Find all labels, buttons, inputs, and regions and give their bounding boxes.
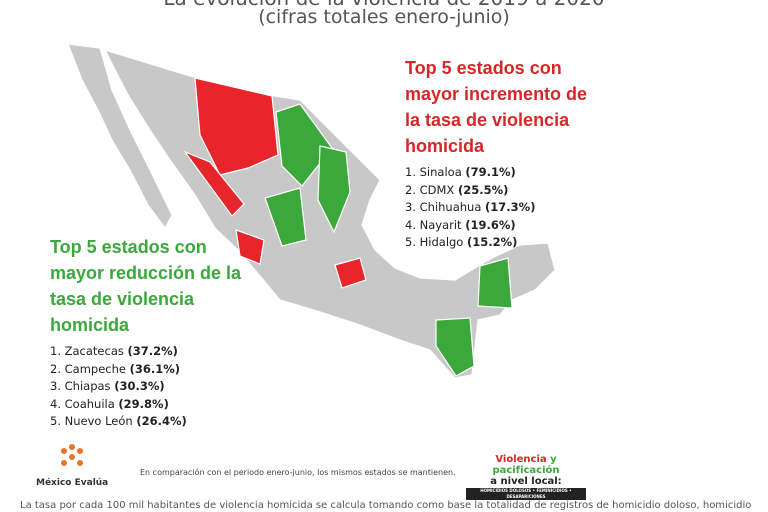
list-item: 4. Coahuila (29.8%) [50, 396, 187, 414]
decrease-heading: Top 5 estados con mayor reducción de la … [50, 237, 242, 335]
pct: (15.2%) [467, 235, 518, 249]
pct: (79.1%) [465, 165, 516, 179]
increase-heading: Top 5 estados con mayor incremento de la… [405, 58, 588, 156]
list-item: 2. Campeche (36.1%) [50, 361, 187, 379]
list-item: 5. Hidalgo (15.2%) [405, 234, 535, 252]
nuevo-leon [317, 145, 351, 234]
pct: (19.6%) [465, 217, 516, 232]
list-item: 3. Chiapas (30.3%) [50, 378, 187, 396]
state: 1. Sinaloa [405, 165, 462, 179]
footnote: En comparación con el periodo enero-juni… [140, 468, 456, 477]
state: 1. Zacatecas [50, 344, 124, 358]
pct: (30.3%) [114, 379, 165, 393]
state: 5. Hidalgo [405, 235, 464, 249]
list-item: 5. Nuevo León (26.4%) [50, 413, 187, 431]
campeche [477, 257, 513, 309]
state: 4. Coahuila [50, 396, 115, 411]
chihuahua [194, 77, 279, 176]
pct: (36.1%) [129, 361, 181, 376]
list-item: 4. Nayarit (19.6%) [405, 217, 535, 235]
state: 3. Chiapas [50, 379, 111, 393]
state: 2. CDMX [405, 182, 455, 197]
caption: La tasa por cada 100 mil habitantes de v… [20, 500, 752, 511]
state: 5. Nuevo León [50, 414, 133, 428]
sinaloa [183, 150, 245, 217]
nayarit [235, 229, 265, 265]
list-item: 2. CDMX (25.5%) [405, 182, 535, 200]
vp-text: y pacificación [492, 454, 560, 476]
hidalgo-cdmx [334, 257, 367, 289]
vp-text: a nivel local: [490, 476, 562, 487]
pct: (26.4%) [136, 414, 187, 428]
state: 3. Chihuahua [405, 200, 482, 214]
baja-california [67, 43, 173, 230]
zacatecas [264, 187, 307, 247]
pct: (17.3%) [485, 200, 536, 214]
vp-text: Violencia [495, 454, 547, 465]
coahuila [275, 103, 333, 187]
state: 2. Campeche [50, 361, 126, 376]
mexico-evalua-logo: México Evalúa [36, 478, 109, 488]
pct: (25.5%) [457, 182, 509, 197]
decrease-list: 1. Zacatecas (37.2%) 2. Campeche (36.1%)… [50, 343, 187, 431]
list-item: 3. Chihuahua (17.3%) [405, 199, 535, 217]
list-item: 1. Sinaloa (79.1%) [405, 164, 535, 182]
pct: (29.8%) [118, 396, 169, 411]
list-item: 1. Zacatecas (37.2%) [50, 343, 187, 361]
vp-subtext: HOMICIDIOS DOLOSOS • FEMINICIDIOS • DESA… [466, 488, 586, 500]
chiapas [435, 317, 475, 377]
vp-logo: Violencia y pacificación a nivel local: … [466, 454, 586, 500]
state: 4. Nayarit [405, 217, 462, 232]
subtitle: (cifras totales enero-junio) [258, 6, 510, 28]
title: La evolución de la violencia de 2019 a 2… [0, 0, 768, 10]
mexico-evalua-icon [61, 444, 83, 466]
pct: (37.2%) [127, 344, 178, 358]
increase-list: 1. Sinaloa (79.1%) 2. CDMX (25.5%) 3. Ch… [405, 164, 535, 252]
